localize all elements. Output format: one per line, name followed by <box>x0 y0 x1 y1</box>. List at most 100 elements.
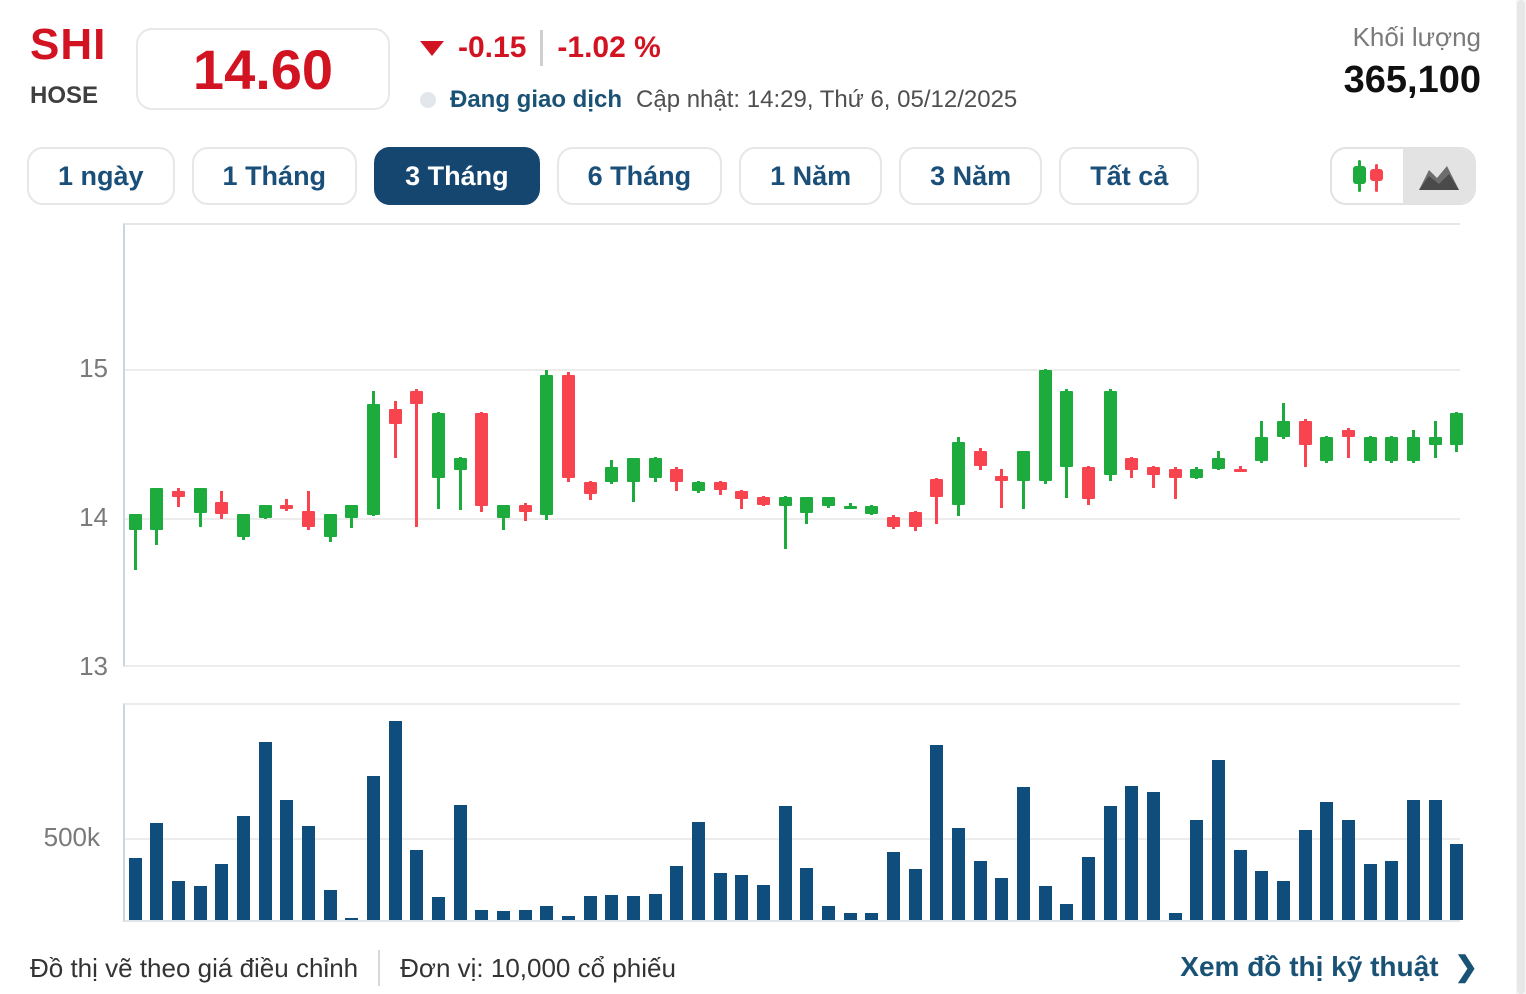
tab-1-thang[interactable]: 1 Tháng <box>191 147 358 205</box>
candle-body <box>475 413 489 507</box>
candle-body <box>1147 467 1160 475</box>
volume-bar <box>540 906 554 920</box>
volume-bar <box>1125 786 1139 920</box>
volume-bar <box>280 800 294 920</box>
candle-body <box>171 491 185 498</box>
volume-bar <box>1298 830 1312 920</box>
volume-bar <box>605 895 619 920</box>
price-panel <box>123 223 1464 667</box>
volume-bar <box>670 865 684 920</box>
change-value: -0.15 <box>458 31 527 64</box>
volume-bar <box>800 868 814 920</box>
candle-body <box>1255 437 1269 462</box>
change-percent: -1.02 % <box>557 31 661 64</box>
candle-body <box>345 504 359 519</box>
candle-body <box>930 479 944 497</box>
volume-bar <box>1082 856 1095 920</box>
candle-body <box>1103 390 1117 475</box>
candle-body <box>215 501 229 514</box>
candle-body <box>626 458 640 483</box>
candle-body <box>366 404 380 515</box>
volume-bar <box>583 896 597 920</box>
candle-body <box>193 488 207 514</box>
candle-body <box>258 504 272 519</box>
volume-bar <box>215 863 229 920</box>
volume-bar <box>193 886 207 920</box>
volume-bar <box>366 776 380 920</box>
candle-body <box>1428 437 1442 445</box>
technical-chart-link[interactable]: Xem đồ thị kỹ thuật ❯ <box>1180 950 1478 983</box>
change-divider <box>540 30 544 66</box>
volume-bar <box>410 850 424 920</box>
candle-body <box>1017 450 1030 481</box>
candle-body <box>1168 468 1182 478</box>
footer-notes: Đồ thị vẽ theo giá điều chỉnh Đơn vị: 10… <box>30 950 676 986</box>
volume-value: 365,100 <box>1343 59 1481 101</box>
volume-bar <box>756 885 770 920</box>
volume-bar <box>1017 787 1030 920</box>
volume-bar <box>930 745 944 920</box>
chevron-right-icon: ❯ <box>1454 951 1478 982</box>
volume-bar <box>1407 800 1420 920</box>
candle-body <box>540 374 554 515</box>
candle-body <box>1233 468 1247 472</box>
candle-body <box>496 504 510 519</box>
trading-status: Đang giao dịch <box>450 86 623 113</box>
candle-body <box>280 504 294 510</box>
ticker-symbol: SHI <box>30 20 107 69</box>
gridline-15 <box>125 369 1460 371</box>
candlestick-view-button[interactable] <box>1332 149 1403 203</box>
gridline-14 <box>125 518 1460 520</box>
price-box: 14.60 <box>136 28 390 110</box>
volume-bar <box>1190 820 1204 920</box>
candle-body <box>1407 437 1420 462</box>
volume-bar <box>323 890 337 920</box>
tab-1-nam[interactable]: 1 Năm <box>739 147 883 205</box>
adjusted-price-note: Đồ thị vẽ theo giá điều chỉnh <box>30 952 359 983</box>
candle-wick <box>133 513 137 571</box>
candle-wick <box>1347 428 1350 459</box>
volume-header: Khối lượng 365,100 <box>1344 22 1481 102</box>
volume-bar <box>1428 800 1442 920</box>
page-scrollbar <box>1516 0 1526 994</box>
candle-body <box>1298 420 1312 445</box>
scrollbar-thumb[interactable] <box>1517 0 1525 994</box>
candle-body <box>908 512 922 527</box>
candle-body <box>713 482 727 490</box>
volume-bar <box>995 878 1009 920</box>
status-row: Đang giao dịch Cập nhật: 14:29, Thứ 6, 0… <box>420 86 1017 114</box>
chart-type-toggle <box>1330 147 1476 205</box>
candle-body <box>605 467 619 483</box>
status-dot <box>420 92 436 108</box>
tab-tat-ca[interactable]: Tất cả <box>1059 147 1200 205</box>
candle-wick <box>740 489 744 509</box>
tab-1-ngay[interactable]: 1 ngày <box>27 147 175 205</box>
last-updated: Cập nhật: 14:29, Thứ 6, 05/12/2025 <box>636 86 1018 113</box>
candle-wick <box>1152 465 1155 489</box>
candle-wick <box>393 401 397 459</box>
candle-body <box>973 450 987 466</box>
candle-body <box>301 510 315 527</box>
candle-body <box>1190 468 1204 478</box>
current-price: 14.60 <box>192 37 334 101</box>
tab-6-thang[interactable]: 6 Tháng <box>556 147 723 205</box>
candle-body <box>323 513 337 538</box>
volume-bar <box>561 916 575 920</box>
volume-bar <box>1038 886 1052 920</box>
volume-bar <box>301 825 315 920</box>
volume-bar <box>475 909 489 920</box>
volume-bar <box>1212 760 1225 920</box>
tab-3-nam[interactable]: 3 Năm <box>899 147 1043 205</box>
volume-tick-500k: 500k <box>43 822 100 852</box>
area-view-button[interactable] <box>1403 149 1474 203</box>
tab-3-thang[interactable]: 3 Tháng <box>374 147 540 205</box>
candle-body <box>1125 458 1139 471</box>
candle-body <box>670 468 684 483</box>
candle-body <box>756 497 770 505</box>
volume-bar <box>735 874 749 920</box>
volume-bar <box>691 822 705 920</box>
change-row: -0.15 -1.02 % <box>420 30 661 66</box>
volume-bar <box>431 897 445 920</box>
gridline-500k <box>125 838 1460 840</box>
volume-bar <box>453 805 467 920</box>
